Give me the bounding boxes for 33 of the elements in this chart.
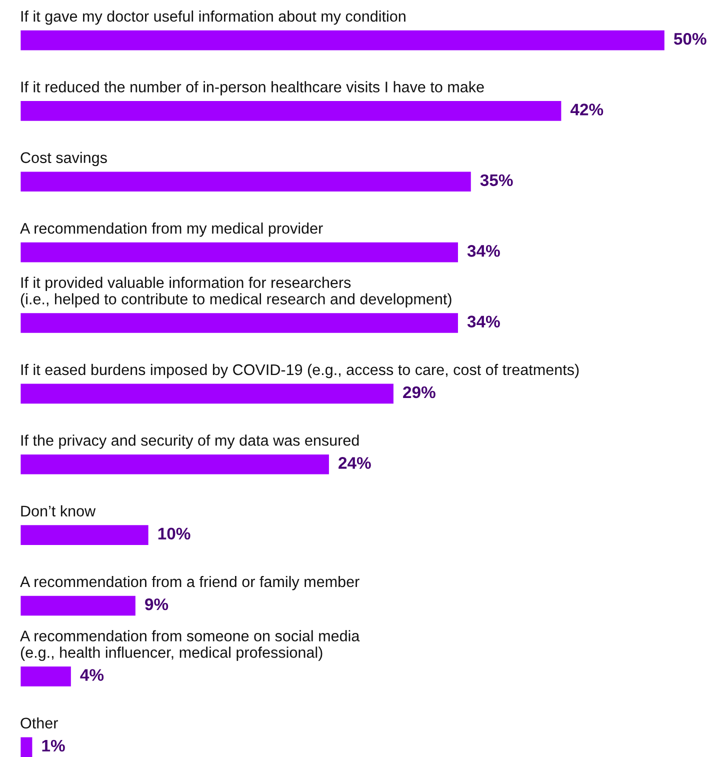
- data-label: 42%: [570, 104, 604, 116]
- bar: [20, 100, 563, 122]
- data-label: 35%: [480, 174, 513, 186]
- y-tick-label: A recommendation from someone on social media (e.g., health influencer, medical professional): [20, 630, 360, 661]
- y-tick-label: A recommendation from a friend or family member: [20, 576, 360, 590]
- bar: [20, 312, 460, 334]
- bar: [20, 665, 72, 688]
- y-tick-label: A recommendation from my medical provider: [20, 222, 323, 237]
- y-tick-label: Don’t know: [21, 505, 96, 516]
- data-label: 9%: [145, 598, 168, 610]
- y-tick-label: If it provided valuable information for researchers (i.e., helped to contribute to medical research and development): [20, 276, 452, 308]
- bar: [20, 28, 666, 52]
- data-label: 34%: [467, 316, 500, 328]
- bar: [20, 453, 330, 476]
- bar: [20, 594, 137, 618]
- y-tick-label: If it reduced the number of in-person healthcare visits I have to make: [21, 81, 484, 96]
- bar: [20, 524, 150, 546]
- y-tick-label: Cost savings: [20, 152, 107, 166]
- data-label: 10%: [158, 528, 190, 540]
- data-label: 24%: [338, 457, 371, 469]
- data-label: 4%: [80, 669, 104, 681]
- y-tick-label: If it gave my doctor useful information about my condition: [21, 10, 406, 25]
- y-tick-label: If it eased burdens imposed by COVID-19 (e.g., access to care, cost of treatments): [21, 364, 579, 378]
- data-label: 50%: [674, 32, 706, 45]
- bar: [20, 736, 34, 757]
- y-tick-label: Other: [20, 717, 58, 729]
- y-tick-label: If the privacy and security of my data was ensured: [21, 434, 359, 449]
- bar: [20, 382, 395, 405]
- bar: [20, 170, 472, 193]
- data-label: 1%: [42, 740, 65, 752]
- data-label: 34%: [467, 245, 500, 257]
- bar: [20, 241, 460, 264]
- data-label: 29%: [403, 386, 436, 398]
